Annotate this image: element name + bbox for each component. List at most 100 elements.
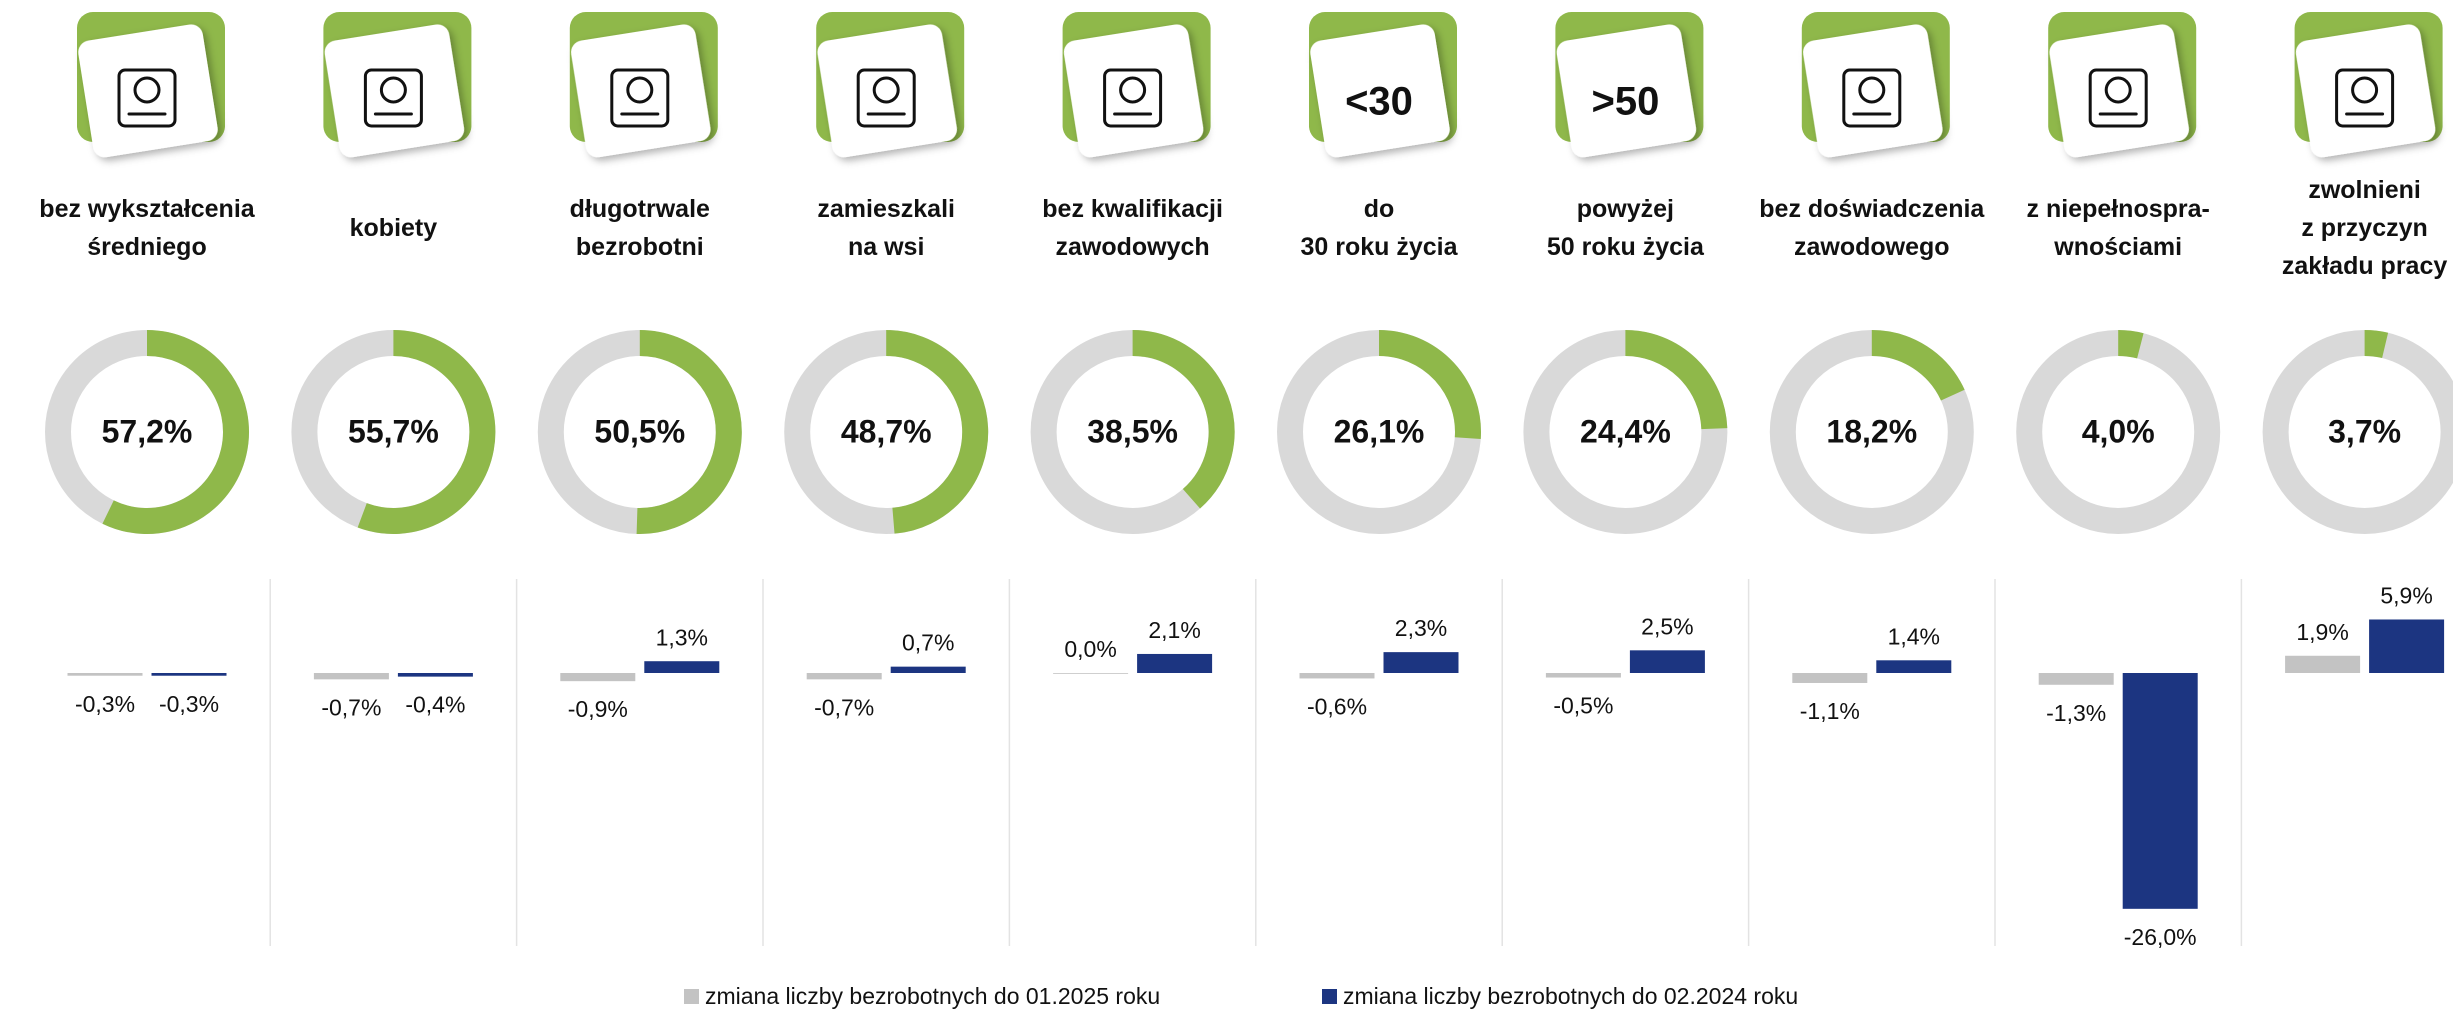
- bar-value-label: -0,5%: [1553, 693, 1613, 719]
- bar: [806, 673, 882, 680]
- donut-segment: [885, 330, 989, 534]
- icon-glyph: [2104, 76, 2132, 104]
- bar: [1383, 652, 1459, 673]
- donut-value-label: 24,4%: [1580, 413, 1671, 449]
- icon-card: [817, 24, 957, 158]
- bar: [644, 661, 720, 673]
- bar-value-label: -0,9%: [568, 696, 628, 722]
- category-label: powyżej 50 roku życia: [1546, 195, 1704, 261]
- bar-value-label: -1,1%: [1800, 698, 1860, 724]
- bar: [1299, 673, 1375, 679]
- icon-card: [78, 24, 218, 158]
- icon: >50: [1555, 12, 1704, 158]
- bar-value-label: 2,1%: [1148, 617, 1200, 643]
- icon-glyph: [610, 68, 670, 128]
- bar-value-label: 0,0%: [1064, 636, 1116, 662]
- bar-value-label: -0,3%: [159, 691, 219, 717]
- donut-value-label: 57,2%: [102, 413, 193, 449]
- bar: [1792, 673, 1868, 683]
- icon-text: >50: [1591, 80, 1659, 124]
- donut-value-label: 3,7%: [2328, 413, 2401, 449]
- category-label: bez wykształcenia średniego: [39, 195, 255, 261]
- bar-value-label: -0,7%: [814, 694, 874, 720]
- bar-value-label: 0,7%: [902, 630, 954, 656]
- donut-segment: [1871, 330, 1965, 401]
- icon-card: [324, 24, 465, 158]
- legend-swatch: [1322, 989, 1337, 1004]
- icon-glyph: [872, 76, 900, 104]
- donut-segment: [1378, 330, 1481, 440]
- bar: [1545, 673, 1621, 678]
- icon-glyph: [856, 68, 916, 128]
- bar: [67, 673, 143, 676]
- bar: [313, 673, 389, 680]
- bar: [397, 673, 473, 677]
- legend-label: zmiana liczby bezrobotnych do 01.2025 ro…: [705, 983, 1160, 1009]
- icon-glyph: [1842, 68, 1902, 128]
- legend-swatch: [684, 989, 699, 1004]
- bar: [560, 673, 636, 682]
- bar: [890, 666, 966, 673]
- icon-glyph: [1858, 76, 1886, 104]
- category-label: zamieszkali na wsi: [817, 195, 955, 261]
- icon-card: [1556, 24, 1697, 158]
- icon: [1062, 12, 1211, 158]
- bar-value-label: 1,3%: [656, 624, 708, 650]
- bar-value-label: 2,5%: [1641, 613, 1693, 639]
- category-label: długotrwale bezrobotni: [569, 195, 710, 261]
- category-label: kobiety: [349, 214, 438, 242]
- icon: [2294, 12, 2443, 158]
- donut-value-label: 48,7%: [841, 413, 932, 449]
- icon-card: [1803, 24, 1943, 158]
- legend-label: zmiana liczby bezrobotnych do 02.2024 ro…: [1343, 983, 1798, 1009]
- bar: [1053, 673, 1129, 674]
- icon-glyph: [2351, 76, 2379, 104]
- bar: [1876, 660, 1952, 673]
- category-label: zwolnieni z przyczyn zakładu pracy: [2281, 176, 2448, 280]
- icon-glyph: [363, 68, 423, 128]
- icon: [569, 12, 718, 158]
- icon-card: [2049, 24, 2189, 158]
- donut-value-label: 4,0%: [2082, 413, 2155, 449]
- icon-card: [2295, 24, 2436, 158]
- category-label: bez kwalifikacji zawodowych: [1042, 195, 1223, 261]
- donut-value-label: 55,7%: [348, 413, 439, 449]
- donut-value-label: 50,5%: [594, 413, 685, 449]
- bar-value-label: 1,4%: [1888, 623, 1940, 649]
- icon-glyph: [117, 68, 177, 128]
- bar-value-label: -0,7%: [321, 694, 381, 720]
- bar: [2038, 673, 2114, 685]
- category-label: do 30 roku życia: [1300, 195, 1458, 261]
- icon-glyph: [1119, 76, 1147, 104]
- icon: [816, 12, 965, 158]
- icon: [77, 12, 225, 158]
- icon: <30: [1309, 12, 1457, 158]
- bar: [1137, 653, 1213, 673]
- bar-value-label: -1,3%: [2046, 700, 2106, 726]
- icon-card: [571, 24, 711, 158]
- category-label: bez doświadczenia zawodowego: [1759, 195, 1985, 261]
- icon: [2048, 12, 2197, 158]
- bar: [2122, 673, 2198, 909]
- donut-segment: [636, 330, 742, 534]
- bar-value-label: 2,3%: [1395, 615, 1447, 641]
- icon: [323, 12, 472, 158]
- icon-card: [1310, 24, 1450, 158]
- bar: [151, 673, 227, 676]
- bar-value-label: -0,6%: [1307, 694, 1367, 720]
- donut-value-label: 38,5%: [1087, 413, 1178, 449]
- donut-value-label: 18,2%: [1826, 413, 1917, 449]
- bar-value-label: -26,0%: [2124, 924, 2197, 950]
- icon-card: [1063, 24, 1204, 158]
- bar: [2369, 619, 2445, 673]
- donut-value-label: 26,1%: [1334, 413, 1425, 449]
- donut-segment: [2117, 330, 2144, 359]
- bar-value-label: -0,3%: [75, 691, 135, 717]
- icon-glyph: [1103, 68, 1163, 128]
- icon-glyph: [2335, 68, 2395, 128]
- bar-value-label: -0,4%: [405, 692, 465, 718]
- donut-segment: [2364, 330, 2389, 359]
- icon: [1801, 12, 1950, 158]
- bar-value-label: 5,9%: [2380, 583, 2432, 609]
